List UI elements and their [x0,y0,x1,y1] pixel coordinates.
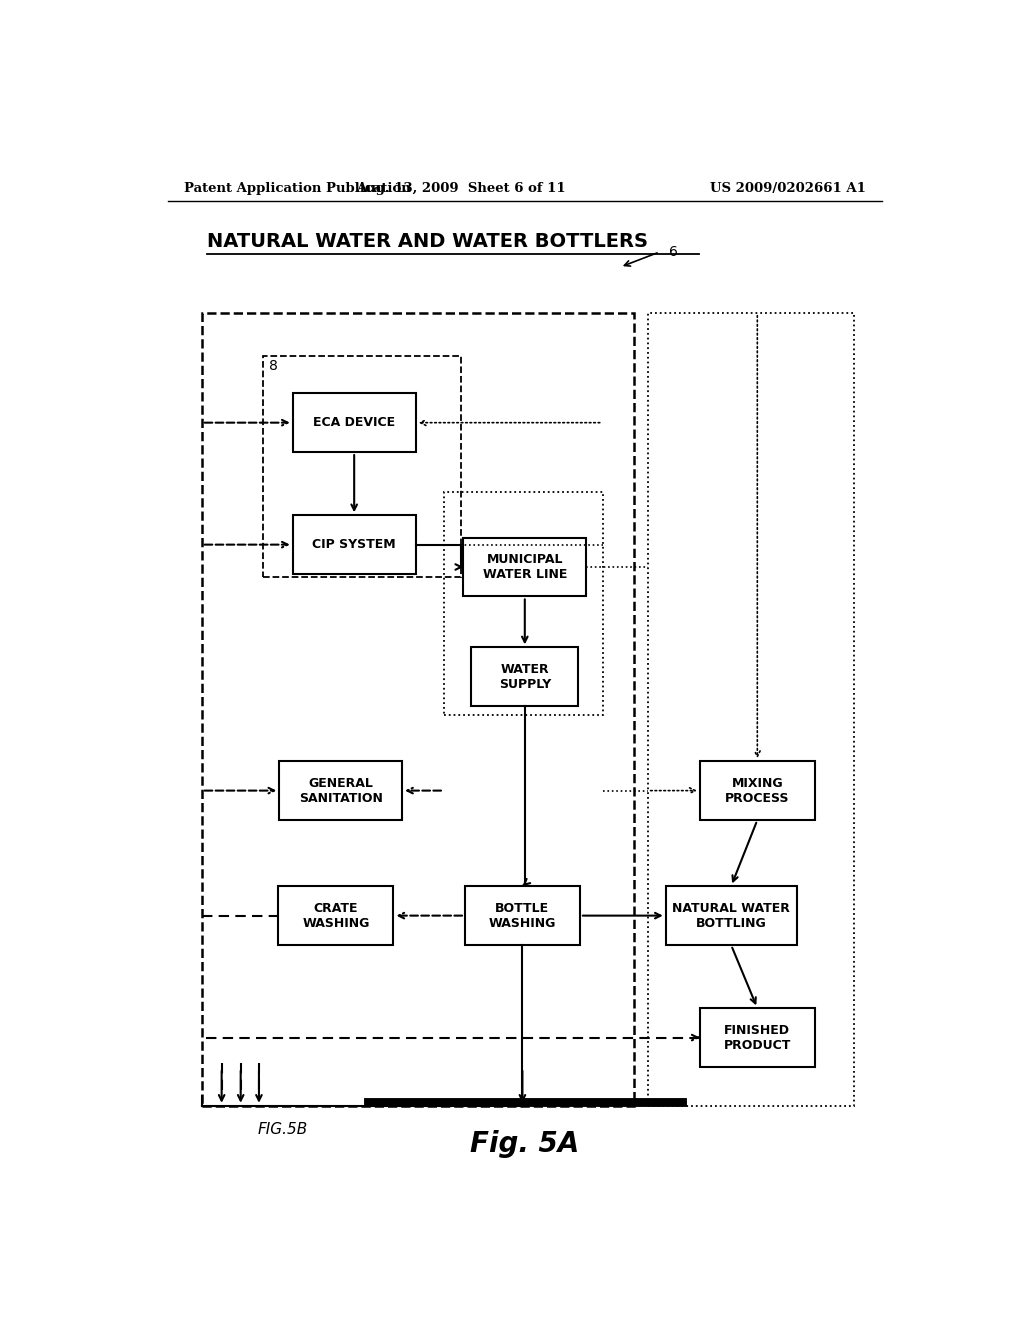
Bar [202,313,634,1106]
Text: US 2009/0202661 A1: US 2009/0202661 A1 [711,182,866,195]
Text: Patent Application Publication: Patent Application Publication [183,182,411,195]
Text: 6: 6 [670,246,678,259]
Text: ECA DEVICE: ECA DEVICE [313,416,395,429]
Text: MIXING
PROCESS: MIXING PROCESS [725,776,790,805]
Bar [293,393,416,453]
Text: 8: 8 [269,359,279,372]
Text: NATURAL WATER
BOTTLING: NATURAL WATER BOTTLING [672,902,791,929]
Text: BOTTLE
WASHING: BOTTLE WASHING [488,902,556,929]
Bar [699,1008,815,1067]
Text: Fig. 5A: Fig. 5A [470,1130,580,1159]
Bar [293,515,416,574]
Text: GENERAL
SANITATION: GENERAL SANITATION [299,776,383,805]
Bar [263,355,461,577]
Text: WATER
SUPPLY: WATER SUPPLY [499,663,551,690]
Bar [666,886,797,945]
Text: Aug. 13, 2009  Sheet 6 of 11: Aug. 13, 2009 Sheet 6 of 11 [356,182,566,195]
Text: FIG.5B: FIG.5B [258,1122,308,1137]
Bar [280,762,402,820]
Bar [699,762,815,820]
Bar [471,647,579,706]
Bar [463,537,587,597]
Bar [279,886,393,945]
Bar [443,492,602,715]
Text: CIP SYSTEM: CIP SYSTEM [312,539,396,552]
Text: FINISHED
PRODUCT: FINISHED PRODUCT [724,1023,791,1052]
Bar [648,313,854,1106]
Text: CRATE
WASHING: CRATE WASHING [302,902,370,929]
Text: MUNICIPAL
WATER LINE: MUNICIPAL WATER LINE [482,553,567,581]
Text: NATURAL WATER AND WATER BOTTLERS: NATURAL WATER AND WATER BOTTLERS [207,232,648,251]
Bar [465,886,580,945]
